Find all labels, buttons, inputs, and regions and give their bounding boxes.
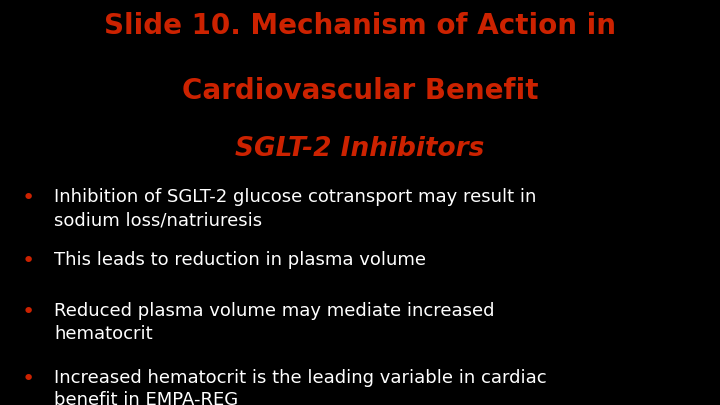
Text: Reduced plasma volume may mediate increased
hematocrit: Reduced plasma volume may mediate increa… — [54, 302, 495, 343]
Text: SGLT-2 Inhibitors: SGLT-2 Inhibitors — [235, 136, 485, 162]
Text: Cardiovascular Benefit: Cardiovascular Benefit — [181, 77, 539, 105]
Text: •: • — [22, 251, 35, 271]
Text: •: • — [22, 188, 35, 208]
Text: Inhibition of SGLT-2 glucose cotransport may result in
sodium loss/natriuresis: Inhibition of SGLT-2 glucose cotransport… — [54, 188, 536, 229]
Text: Increased hematocrit is the leading variable in cardiac
benefit in EMPA-REG: Increased hematocrit is the leading vari… — [54, 369, 546, 405]
Text: Slide 10. Mechanism of Action in: Slide 10. Mechanism of Action in — [104, 12, 616, 40]
Text: •: • — [22, 302, 35, 322]
Text: •: • — [22, 369, 35, 388]
Text: This leads to reduction in plasma volume: This leads to reduction in plasma volume — [54, 251, 426, 269]
